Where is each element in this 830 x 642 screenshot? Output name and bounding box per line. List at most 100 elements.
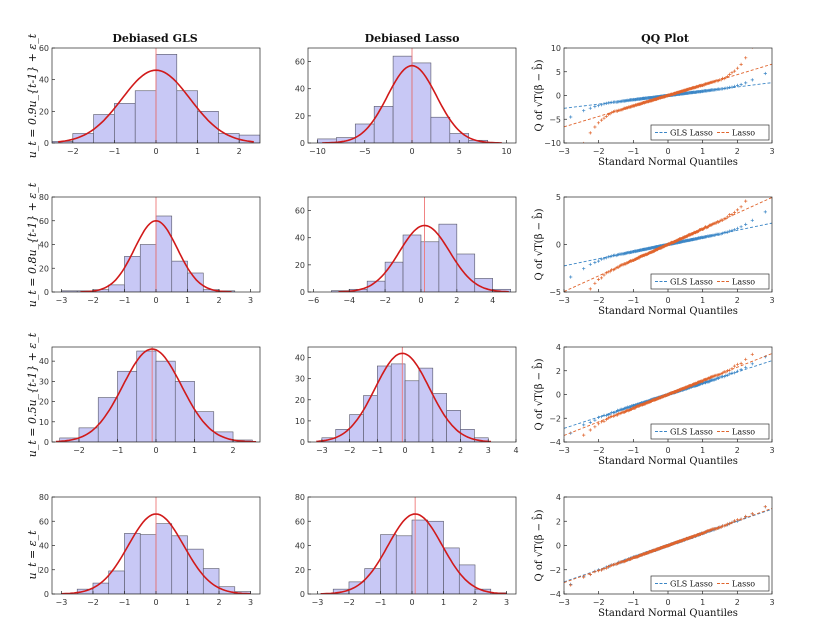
hist-gls-r4-xtick-label: −3 (56, 598, 68, 607)
qq-r1-qq-point (739, 62, 743, 66)
qq-r4-xtick-label: −2 (593, 598, 605, 607)
qq-r1-ytick-label: 10 (551, 44, 561, 53)
qq-r1-panel: GLS Lasso Lasso Standard Normal Quantiles Q… (532, 44, 775, 168)
hist-gls-r1-xtick-label: 0 (153, 147, 158, 156)
qq-r3-qq-point (599, 415, 604, 419)
hist-gls-r2-ytick-label: 20 (39, 264, 49, 273)
qq-r1-qq-point (735, 66, 740, 70)
qq-r3-qq-point (735, 362, 740, 366)
hist-gls-r1-plot-area (52, 48, 260, 143)
qq-r1-series-1 (583, 48, 753, 143)
hist-lasso-r3-bar (418, 367, 434, 442)
qq-r3-qq-point (588, 420, 592, 424)
qq-r1-qq-point (606, 112, 610, 117)
hist-gls-r2-panel: −3 −2 −1 0 1 2 3 0 20 40 60 80 (39, 193, 261, 305)
hist-lasso-r4-xtick-label: 3 (504, 598, 509, 607)
qq-r2-qq-point (730, 213, 734, 217)
qq-r3-qq-point (739, 361, 743, 365)
qq-r1-qq-point (730, 71, 734, 75)
hist-gls-r1-xtick-label: −2 (67, 147, 79, 156)
hist-lasso-r2-xtick-label: 4 (490, 296, 495, 305)
hist-gls-r1-xtick-label: −1 (109, 147, 121, 156)
hist-gls-r2-bar (124, 256, 141, 292)
hist-gls-r2-bar (108, 284, 125, 292)
hist-lasso-r2-axes-box (307, 196, 517, 293)
hist-gls-r2-normal-curve (80, 219, 232, 292)
qq-r1-qq-point (722, 77, 726, 81)
hist-gls-r3-bar (97, 397, 118, 442)
qq-r1-qq-point (750, 78, 754, 82)
hist-gls-r1-bar (176, 90, 198, 143)
qq-r1-xtick-label: 0 (665, 147, 670, 156)
qq-r2-qq-point (721, 231, 725, 235)
hist-gls-r2-ytick-label: 60 (39, 217, 49, 226)
qq-r4-legend-box (650, 575, 770, 592)
hist-lasso-r4-plot-area (320, 497, 507, 594)
hist-gls-r4-xtick-label: −2 (87, 598, 99, 607)
qq-r1-qq-point (763, 71, 767, 76)
hist-gls-r4-bar (92, 582, 110, 594)
hist-gls-r4-bar (108, 570, 125, 594)
hist-gls-r3-ytick-label: 40 (39, 357, 49, 366)
qq-r1-qq-point (588, 131, 592, 135)
qq-r4-qq-point (602, 567, 606, 571)
qq-r3-qq-point (744, 357, 748, 361)
hist-lasso-r4-panel: −3 −2 −1 0 1 2 3 0 20 40 60 80 (295, 493, 517, 607)
qq-r3-ytick-label: 4 (556, 343, 561, 352)
qq-r1-ylabel: Q of √T(β − b̂) (532, 59, 545, 131)
qq-r3-qq-point (730, 367, 734, 371)
hist-gls-r2-xtick-label: 2 (216, 296, 221, 305)
qq-r1-qq-point (599, 118, 604, 122)
hist-gls-r1-xtick-label: 1 (195, 147, 200, 156)
qq-r3-qq-point (744, 365, 748, 369)
hist-gls-r2-bar (139, 244, 157, 292)
hist-lasso-r3-ytick-label: 0 (300, 438, 305, 447)
hist-gls-r4-ytick-label: 0 (44, 590, 49, 599)
qq-r1-ref-line-1 (564, 63, 772, 128)
qq-r3-xtick-label: 2 (735, 446, 740, 455)
qq-r4-qq-point (608, 564, 612, 568)
hist-lasso-r3-normal-curve (316, 352, 492, 442)
hist-lasso-r1-xtick-label: 5 (457, 147, 462, 156)
qq-r2-xtick-label: −1 (627, 296, 639, 305)
qq-r3-legend: GLS Lasso Lasso (650, 423, 770, 440)
hist-lasso-r1-ytick-label: 20 (295, 112, 305, 121)
hist-lasso-r3-xtick-label: −2 (344, 446, 356, 455)
hist-gls-r2-xtick-label: −2 (87, 296, 99, 305)
qq-r4-ytick-label: 2 (556, 517, 561, 526)
hist-lasso-r3-xtick-label: 2 (458, 446, 463, 455)
hist-lasso-r2-ytick-label: 60 (295, 207, 305, 216)
qq-r1-qq-point (732, 84, 737, 88)
qq-r2-qq-point (596, 277, 601, 281)
hist-lasso-r2-xtick-label: 2 (454, 296, 459, 305)
hist-gls-r4-ytick-label: 80 (39, 493, 49, 502)
hist-gls-r4-bar (171, 535, 188, 594)
qq-r3-xtick-label: 3 (769, 446, 774, 455)
hist-lasso-r3-bar (404, 380, 420, 442)
qq-r2-xtick-label: 0 (665, 296, 670, 305)
qq-r2-ref-line-1 (564, 197, 772, 292)
hist-lasso-r4-xtick-label: −2 (343, 598, 355, 607)
hist-gls-r1-ytick-label: 0 (44, 139, 49, 148)
qq-r4-qq-point (763, 505, 767, 509)
hist-gls-r4-ytick-label: 20 (39, 566, 49, 575)
qq-r2-legend-label-1: Lasso (732, 278, 755, 287)
qq-r2-qq-point (608, 270, 612, 274)
hist-lasso-r4-ytick-label: 20 (295, 566, 305, 575)
hist-gls-r1-normal-curve (58, 69, 254, 143)
qq-r1-qq-point (732, 69, 737, 73)
hist-gls-r2-plot-area (61, 197, 236, 292)
hist-lasso-r4-xtick-label: 1 (441, 598, 446, 607)
qq-r2-ylabel: Q of √T(β − b̂) (532, 208, 545, 280)
hist-gls-r1-ytick-label: 20 (39, 107, 49, 116)
qq-r3-qq-point (608, 412, 612, 416)
qq-r3-qq-point (739, 368, 743, 372)
hist-lasso-r4-xtick-label: 0 (409, 598, 414, 607)
qq-r3-qq-point (724, 370, 728, 374)
qq-r4-legend-label-0: GLS Lasso (670, 580, 713, 589)
qq-r3-plot-area (564, 352, 772, 437)
qq-r4-qq-point (596, 569, 601, 573)
hist-lasso-r3-bar (432, 393, 447, 442)
qq-r4-qq-point (569, 583, 573, 587)
hist-gls-r4-panel: −3 −2 −1 0 1 2 3 0 20 40 60 80 (39, 493, 261, 607)
